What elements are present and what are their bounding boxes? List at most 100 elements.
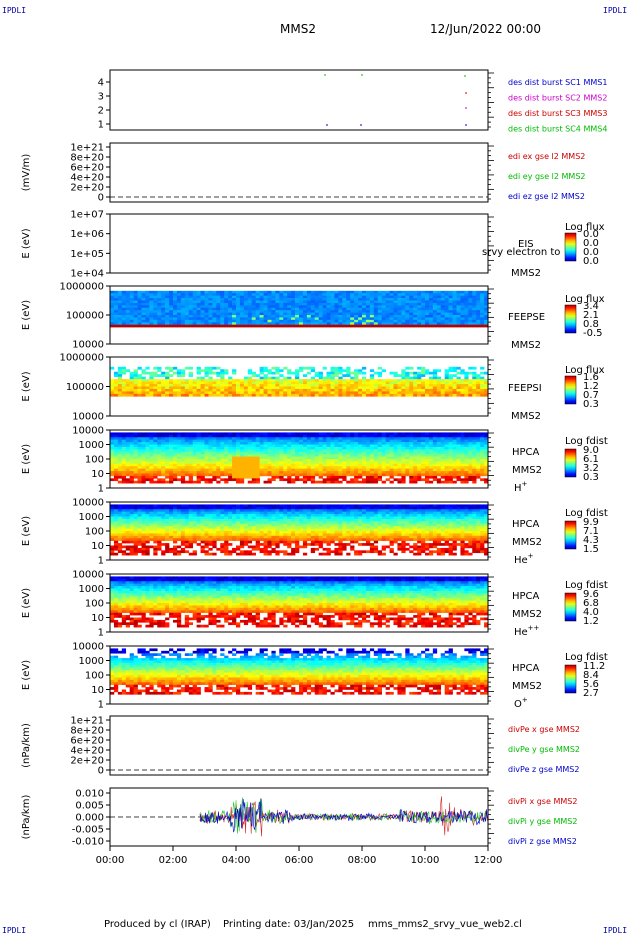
ytick-label: 100 (85, 671, 104, 682)
ylabel: (nPa/km) (21, 723, 32, 768)
colorbar-tick-label: 1.2 (583, 616, 599, 627)
ytick-label: 10000 (72, 642, 104, 653)
instrument-sublabel: srvy electron to (482, 247, 560, 258)
ytick-label: 4 (98, 78, 104, 89)
legend-entry: des dist burst SC1 MMS1 (508, 78, 607, 87)
ytick-label: -0.005 (72, 825, 104, 836)
ytick-label: 100000 (66, 311, 104, 322)
legend-entry: divPi z gse MMS2 (508, 837, 577, 846)
species-label: He++ (514, 624, 540, 638)
colorbar (565, 449, 576, 477)
spacecraft-label: MMS2 (512, 465, 542, 476)
xtick-label: 12:00 (474, 855, 503, 866)
ylabel: E (eV) (21, 300, 32, 330)
heatmap-hpca_hepp (110, 576, 488, 627)
ytick-label: 10000 (72, 340, 104, 351)
ytick-label: 10 (91, 613, 104, 624)
ytick-label: 1e+05 (70, 249, 104, 260)
panel-frame (110, 143, 488, 202)
ytick-label: 1 (98, 484, 104, 495)
ytick-label: 1 (98, 556, 104, 567)
instrument-label: FEEPSE (508, 312, 545, 323)
ytick-label: 10 (91, 685, 104, 696)
legend-entry: des dist burst SC2 MMS2 (508, 94, 607, 103)
xtick-label: 06:00 (285, 855, 314, 866)
ytick-label: 10 (91, 541, 104, 552)
ytick-label: 10000 (72, 498, 104, 509)
ylabel: E (eV) (21, 228, 32, 258)
ylabel: E (eV) (21, 660, 32, 690)
xtick-label: 08:00 (348, 855, 377, 866)
ytick-label: 1000 (79, 440, 104, 451)
spacecraft-label: MMS2 (511, 268, 541, 279)
colorbar (565, 665, 576, 693)
ylabel: E (eV) (21, 371, 32, 401)
colorbar (565, 233, 576, 261)
ytick-label: 1000 (79, 656, 104, 667)
ytick-label: 1e+04 (70, 269, 104, 280)
ytick-label: 0.010 (75, 789, 104, 800)
ytick-label: 100 (85, 599, 104, 610)
ytick-label: 10 (91, 469, 104, 480)
colorbar (565, 521, 576, 549)
spacecraft-label: MMS2 (511, 340, 541, 351)
panel-frame (110, 214, 488, 273)
spacecraft-label: MMS2 (512, 609, 542, 620)
colorbar-tick-label: 0.0 (583, 256, 599, 267)
ytick-label: 1e+07 (70, 210, 104, 221)
legend-entry: divPe z gse MMS2 (508, 765, 579, 774)
ytick-label: 10000 (72, 570, 104, 581)
ytick-label: 1000 (79, 584, 104, 595)
legend-entry: edi ex gse l2 MMS2 (508, 152, 585, 161)
ytick-label: 100 (85, 455, 104, 466)
panel-frame (110, 70, 488, 130)
legend-entry: divPi y gse MMS2 (508, 817, 577, 826)
ytick-label: 1 (98, 628, 104, 639)
species-label: O+ (514, 696, 528, 710)
heatmap-hpca_o (110, 648, 488, 694)
legend-entry: edi ey gse l2 MMS2 (508, 172, 586, 181)
colorbar (565, 376, 576, 404)
spacecraft-label: MMS2 (511, 411, 541, 422)
ytick-label: -0.010 (72, 837, 104, 848)
instrument-label: HPCA (512, 519, 540, 530)
colorbar-tick-label: -0.5 (583, 328, 603, 339)
ytick-label: 1 (98, 700, 104, 711)
ytick-label: 0 (98, 766, 104, 777)
footer-produced-by: Produced by cl (IRAP) (104, 919, 211, 930)
ytick-label: 10000 (72, 426, 104, 437)
heatmap-feeps_i (110, 367, 488, 397)
ytick-label: 1 (98, 120, 104, 131)
colorbar-tick-label: 0.3 (583, 399, 599, 410)
xtick-label: 00:00 (96, 855, 125, 866)
panel-divpe: 1e+218e+206e+204e+202e+200(nPa/km)divPe … (21, 716, 580, 777)
panel-frame (110, 716, 488, 775)
ytick-label: 1000 (79, 512, 104, 523)
ytick-label: 0.005 (75, 801, 104, 812)
ytick-label: 100 (85, 527, 104, 538)
footer-filename: mms_mms2_srvy_vue_web2.cl (368, 919, 522, 930)
heatmap-hpca_he (110, 504, 488, 555)
ylabel: E (eV) (21, 444, 32, 474)
spacecraft-label: MMS2 (512, 681, 542, 692)
xtick-label: 10:00 (411, 855, 440, 866)
colorbar-tick-label: 2.7 (583, 688, 599, 699)
instrument-label: FEEPSI (508, 383, 542, 394)
colorbar-tick-label: 0.3 (583, 472, 599, 483)
species-label: He+ (514, 552, 534, 566)
ytick-label: 0 (98, 193, 104, 204)
ylabel: E (eV) (21, 516, 32, 546)
colorbar (565, 305, 576, 333)
legend-entry: des dist burst SC4 MMS4 (508, 125, 607, 134)
legend-entry: edi ez gse l2 MMS2 (508, 192, 585, 201)
footer-printing-date: Printing date: 03/Jan/2025 (223, 919, 354, 930)
